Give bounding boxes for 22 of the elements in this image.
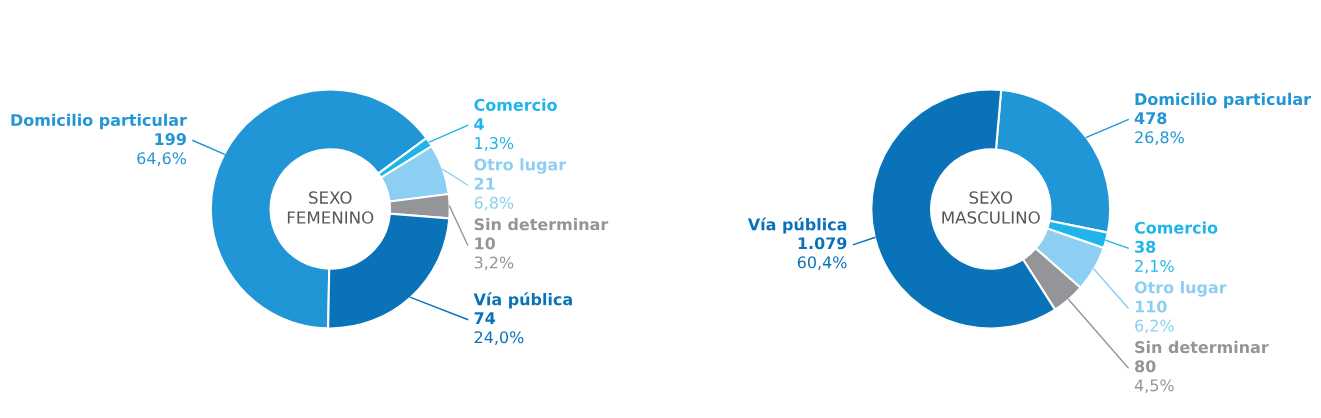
- data-label: 110 6,2%: [1135, 300, 1174, 334]
- slice-label: Vía pública: [473, 292, 572, 309]
- slice-label: Domicilio particular: [11, 113, 187, 130]
- slice-label: Sin determinar: [474, 217, 609, 231]
- slice-label: Otro lugar: [474, 158, 567, 174]
- slice-label: Domicilio particular: [1135, 92, 1311, 109]
- slice-label: Vía pública: [747, 217, 847, 234]
- slice-label: Comercio: [474, 98, 557, 111]
- text: SEXO MASCULINO: [942, 191, 1040, 224]
- slice-label: Sin determinar: [1135, 340, 1269, 354]
- data-label: 10 3,2%: [474, 237, 514, 271]
- data-label: 1.079 60,4%: [797, 237, 847, 270]
- data-label: 38 2,1%: [1135, 240, 1174, 274]
- data-label: 478 26,8%: [1134, 112, 1184, 145]
- data-label: 21 6,8%: [474, 177, 514, 211]
- data-label: 80 4,5%: [1134, 360, 1174, 394]
- data-label: 199 64,6%: [137, 133, 187, 166]
- text: SEXO FEMENINO: [287, 191, 374, 224]
- slice-label: Comercio: [1134, 221, 1218, 234]
- slice-label: Otro lugar: [1134, 281, 1227, 297]
- data-label: 74 24,0%: [474, 312, 524, 345]
- data-label: 4 1,3%: [474, 118, 514, 151]
